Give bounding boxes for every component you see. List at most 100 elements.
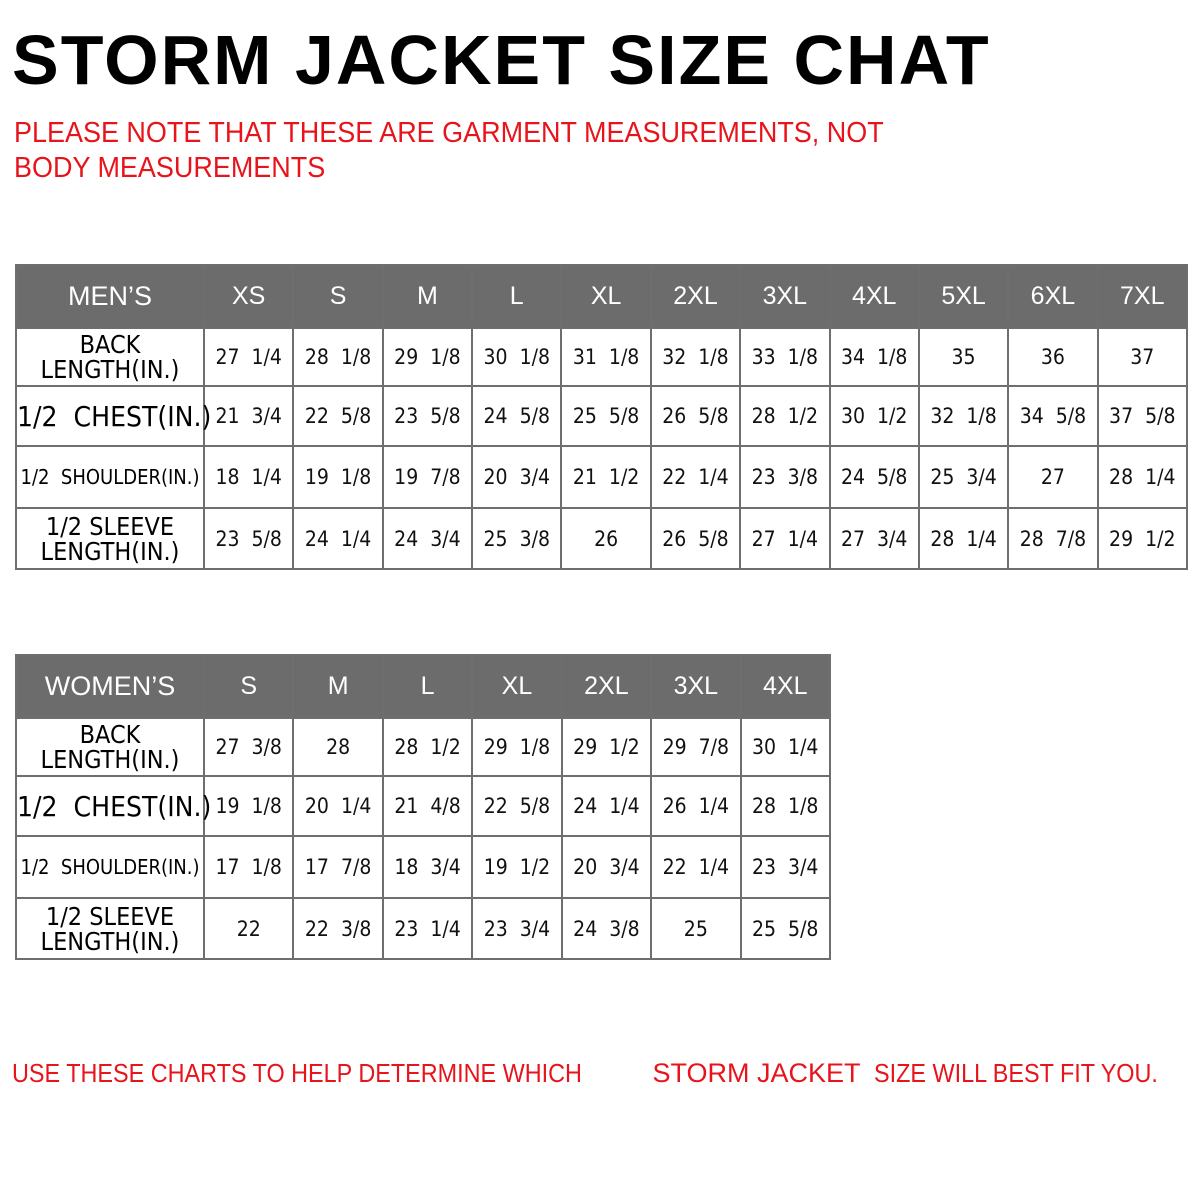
size-header-l: L xyxy=(471,264,563,329)
measurement-cell: 19 7/8 xyxy=(381,445,474,509)
footer-note: USE THESE CHARTS TO HELP DETERMINE WHICH… xyxy=(12,1058,1190,1089)
measurement-cell: 24 1/4 xyxy=(292,507,384,570)
size-header-xl: XL xyxy=(560,264,652,329)
measurement-cell: 24 3/4 xyxy=(381,507,474,570)
size-header-xl: XL xyxy=(471,654,563,719)
measurement-cell: 28 1/4 xyxy=(917,507,1010,570)
measurement-cell: 29 1/2 xyxy=(560,717,653,777)
measurement-cell: 17 7/8 xyxy=(292,835,384,899)
measurement-cell: 27 1/4 xyxy=(739,507,831,570)
table-row: BACK LENGTH(IN.) 27 3/8 28 28 1/2 29 1/8 29 1… xyxy=(15,717,831,777)
size-header-4xl: 4XL xyxy=(739,654,831,719)
size-header-xs: XS xyxy=(202,264,295,329)
measurement-cell: 31 1/8 xyxy=(560,327,652,387)
measurement-cell: 22 1/4 xyxy=(650,835,742,899)
measurement-cell: 35 xyxy=(917,327,1010,387)
measurement-cell: 17 1/8 xyxy=(202,835,295,899)
table-row: 1/2 CHEST(IN.) 19 1/8 20 1/4 21 4/8 22 5/8 24… xyxy=(15,775,831,837)
measurement-cell: 26 xyxy=(560,507,652,570)
measurement-cell: 21 4/8 xyxy=(381,775,474,837)
measurement-cell: 28 1/2 xyxy=(739,385,831,447)
measurement-cell: 28 1/8 xyxy=(292,327,384,387)
measurement-cell: 32 1/8 xyxy=(649,327,742,387)
measurement-cell: 32 1/8 xyxy=(917,385,1010,447)
measurement-cell: 20 1/4 xyxy=(292,775,384,837)
measurement-cell: 34 5/8 xyxy=(1007,385,1099,447)
measurement-cell: 36 xyxy=(1007,327,1099,387)
measurement-cell: 19 1/8 xyxy=(292,445,384,509)
measurement-cell: 22 5/8 xyxy=(292,385,384,447)
size-header-7xl: 7XL xyxy=(1096,264,1188,329)
measurement-cell: 18 1/4 xyxy=(202,445,295,509)
measurement-cell: 28 1/8 xyxy=(739,775,831,837)
measurement-cell: 26 1/4 xyxy=(650,775,742,837)
measurement-cell: 22 1/4 xyxy=(649,445,742,509)
table-row: BACK LENGTH(IN.) 27 1/4 28 1/8 29 1/8 30 1/8… xyxy=(15,327,1188,387)
measurement-cell: 25 xyxy=(650,897,742,960)
page-title: STORM JACKET SIZE CHAT xyxy=(12,21,991,99)
row-label: 1/2 SHOULDER(IN.) xyxy=(15,445,205,509)
size-header-2xl: 2XL xyxy=(560,654,653,719)
measurement-cell: 30 1/4 xyxy=(739,717,831,777)
size-header-6xl: 6XL xyxy=(1007,264,1099,329)
row-label: 1/2 SLEEVE LENGTH(IN.) xyxy=(15,507,205,570)
measurement-cell: 27 3/4 xyxy=(828,507,920,570)
womens-size-table: WOMEN’S S M L XL 2XL 3XL 4XL BACK LENGTH(IN.) 27 … xyxy=(15,654,831,960)
mens-size-table: MEN’S XS S M L XL 2XL 3XL 4XL 5XL 6XL 7XL BACK LENGT… xyxy=(15,264,1188,570)
measurement-cell: 37 5/8 xyxy=(1096,385,1188,447)
measurement-cell: 22 3/8 xyxy=(292,897,384,960)
measurement-cell: 23 5/8 xyxy=(381,385,474,447)
table-row: 1/2 SLEEVE LENGTH(IN.) 23 5/8 24 1/4 24 3/4… xyxy=(15,507,1188,570)
measurement-cell: 19 1/8 xyxy=(202,775,295,837)
measurement-cell: 29 1/2 xyxy=(1096,507,1188,570)
size-header-5xl: 5XL xyxy=(917,264,1010,329)
measurement-cell: 37 xyxy=(1096,327,1188,387)
measurement-cell: 21 1/2 xyxy=(560,445,652,509)
size-header-s: S xyxy=(202,654,295,719)
measurement-cell: 25 5/8 xyxy=(560,385,652,447)
header-row: MEN’S XS S M L XL 2XL 3XL 4XL 5XL 6XL 7XL xyxy=(15,264,1188,329)
measurement-cell: 20 3/4 xyxy=(471,445,563,509)
measurement-cell: 28 1/2 xyxy=(381,717,474,777)
measurement-cell: 28 1/4 xyxy=(1096,445,1188,509)
size-header-m: M xyxy=(292,654,384,719)
measurement-cell: 23 3/4 xyxy=(739,835,831,899)
measurement-cell: 29 1/8 xyxy=(381,327,474,387)
size-header-s: S xyxy=(292,264,384,329)
measurement-cell: 24 1/4 xyxy=(560,775,653,837)
row-label: 1/2 CHEST(IN.) xyxy=(15,775,211,837)
measurement-cell: 27 3/8 xyxy=(202,717,295,777)
table-row: 1/2 CHEST(IN.) 21 3/4 22 5/8 23 5/8 24 5/8 25… xyxy=(15,385,1188,447)
footer-text-end: SIZE WILL BEST FIT YOU. xyxy=(860,1058,1158,1088)
footer-brand: STORM JACKET xyxy=(652,1058,861,1088)
measurement-cell: 25 3/8 xyxy=(471,507,563,570)
row-label: 1/2 CHEST(IN.) xyxy=(15,385,211,447)
measurement-cell: 23 5/8 xyxy=(202,507,295,570)
measurement-cell: 22 xyxy=(202,897,295,960)
measurement-cell: 27 1/4 xyxy=(202,327,295,387)
measurement-cell: 34 1/8 xyxy=(828,327,920,387)
row-label: BACK LENGTH(IN.) xyxy=(15,327,205,387)
measurement-cell: 22 5/8 xyxy=(471,775,563,837)
measurement-cell: 21 3/4 xyxy=(202,385,295,447)
garment-measurement-note: PLEASE NOTE THAT THESE ARE GARMENT MEASU… xyxy=(14,117,884,184)
table-row: 1/2 SHOULDER(IN.) 17 1/8 17 7/8 18 3/4 19 1/… xyxy=(15,835,831,899)
measurement-cell: 29 7/8 xyxy=(650,717,742,777)
size-header-4xl: 4XL xyxy=(828,264,920,329)
measurement-cell: 30 1/8 xyxy=(471,327,563,387)
row-label: 1/2 SHOULDER(IN.) xyxy=(15,835,205,899)
table-header-label: MEN’S xyxy=(15,264,205,329)
measurement-cell: 29 1/8 xyxy=(471,717,563,777)
table-header-label: WOMEN’S xyxy=(15,654,205,719)
measurement-cell: 26 5/8 xyxy=(649,507,742,570)
measurement-cell: 23 3/8 xyxy=(739,445,831,509)
size-header-2xl: 2XL xyxy=(649,264,742,329)
measurement-cell: 24 5/8 xyxy=(471,385,563,447)
measurement-cell: 24 5/8 xyxy=(828,445,920,509)
measurement-cell: 25 5/8 xyxy=(739,897,831,960)
size-header-l: L xyxy=(381,654,474,719)
measurement-cell: 24 3/8 xyxy=(560,897,653,960)
measurement-cell: 23 1/4 xyxy=(381,897,474,960)
measurement-cell: 27 xyxy=(1007,445,1099,509)
header-row: WOMEN’S S M L XL 2XL 3XL 4XL xyxy=(15,654,831,719)
